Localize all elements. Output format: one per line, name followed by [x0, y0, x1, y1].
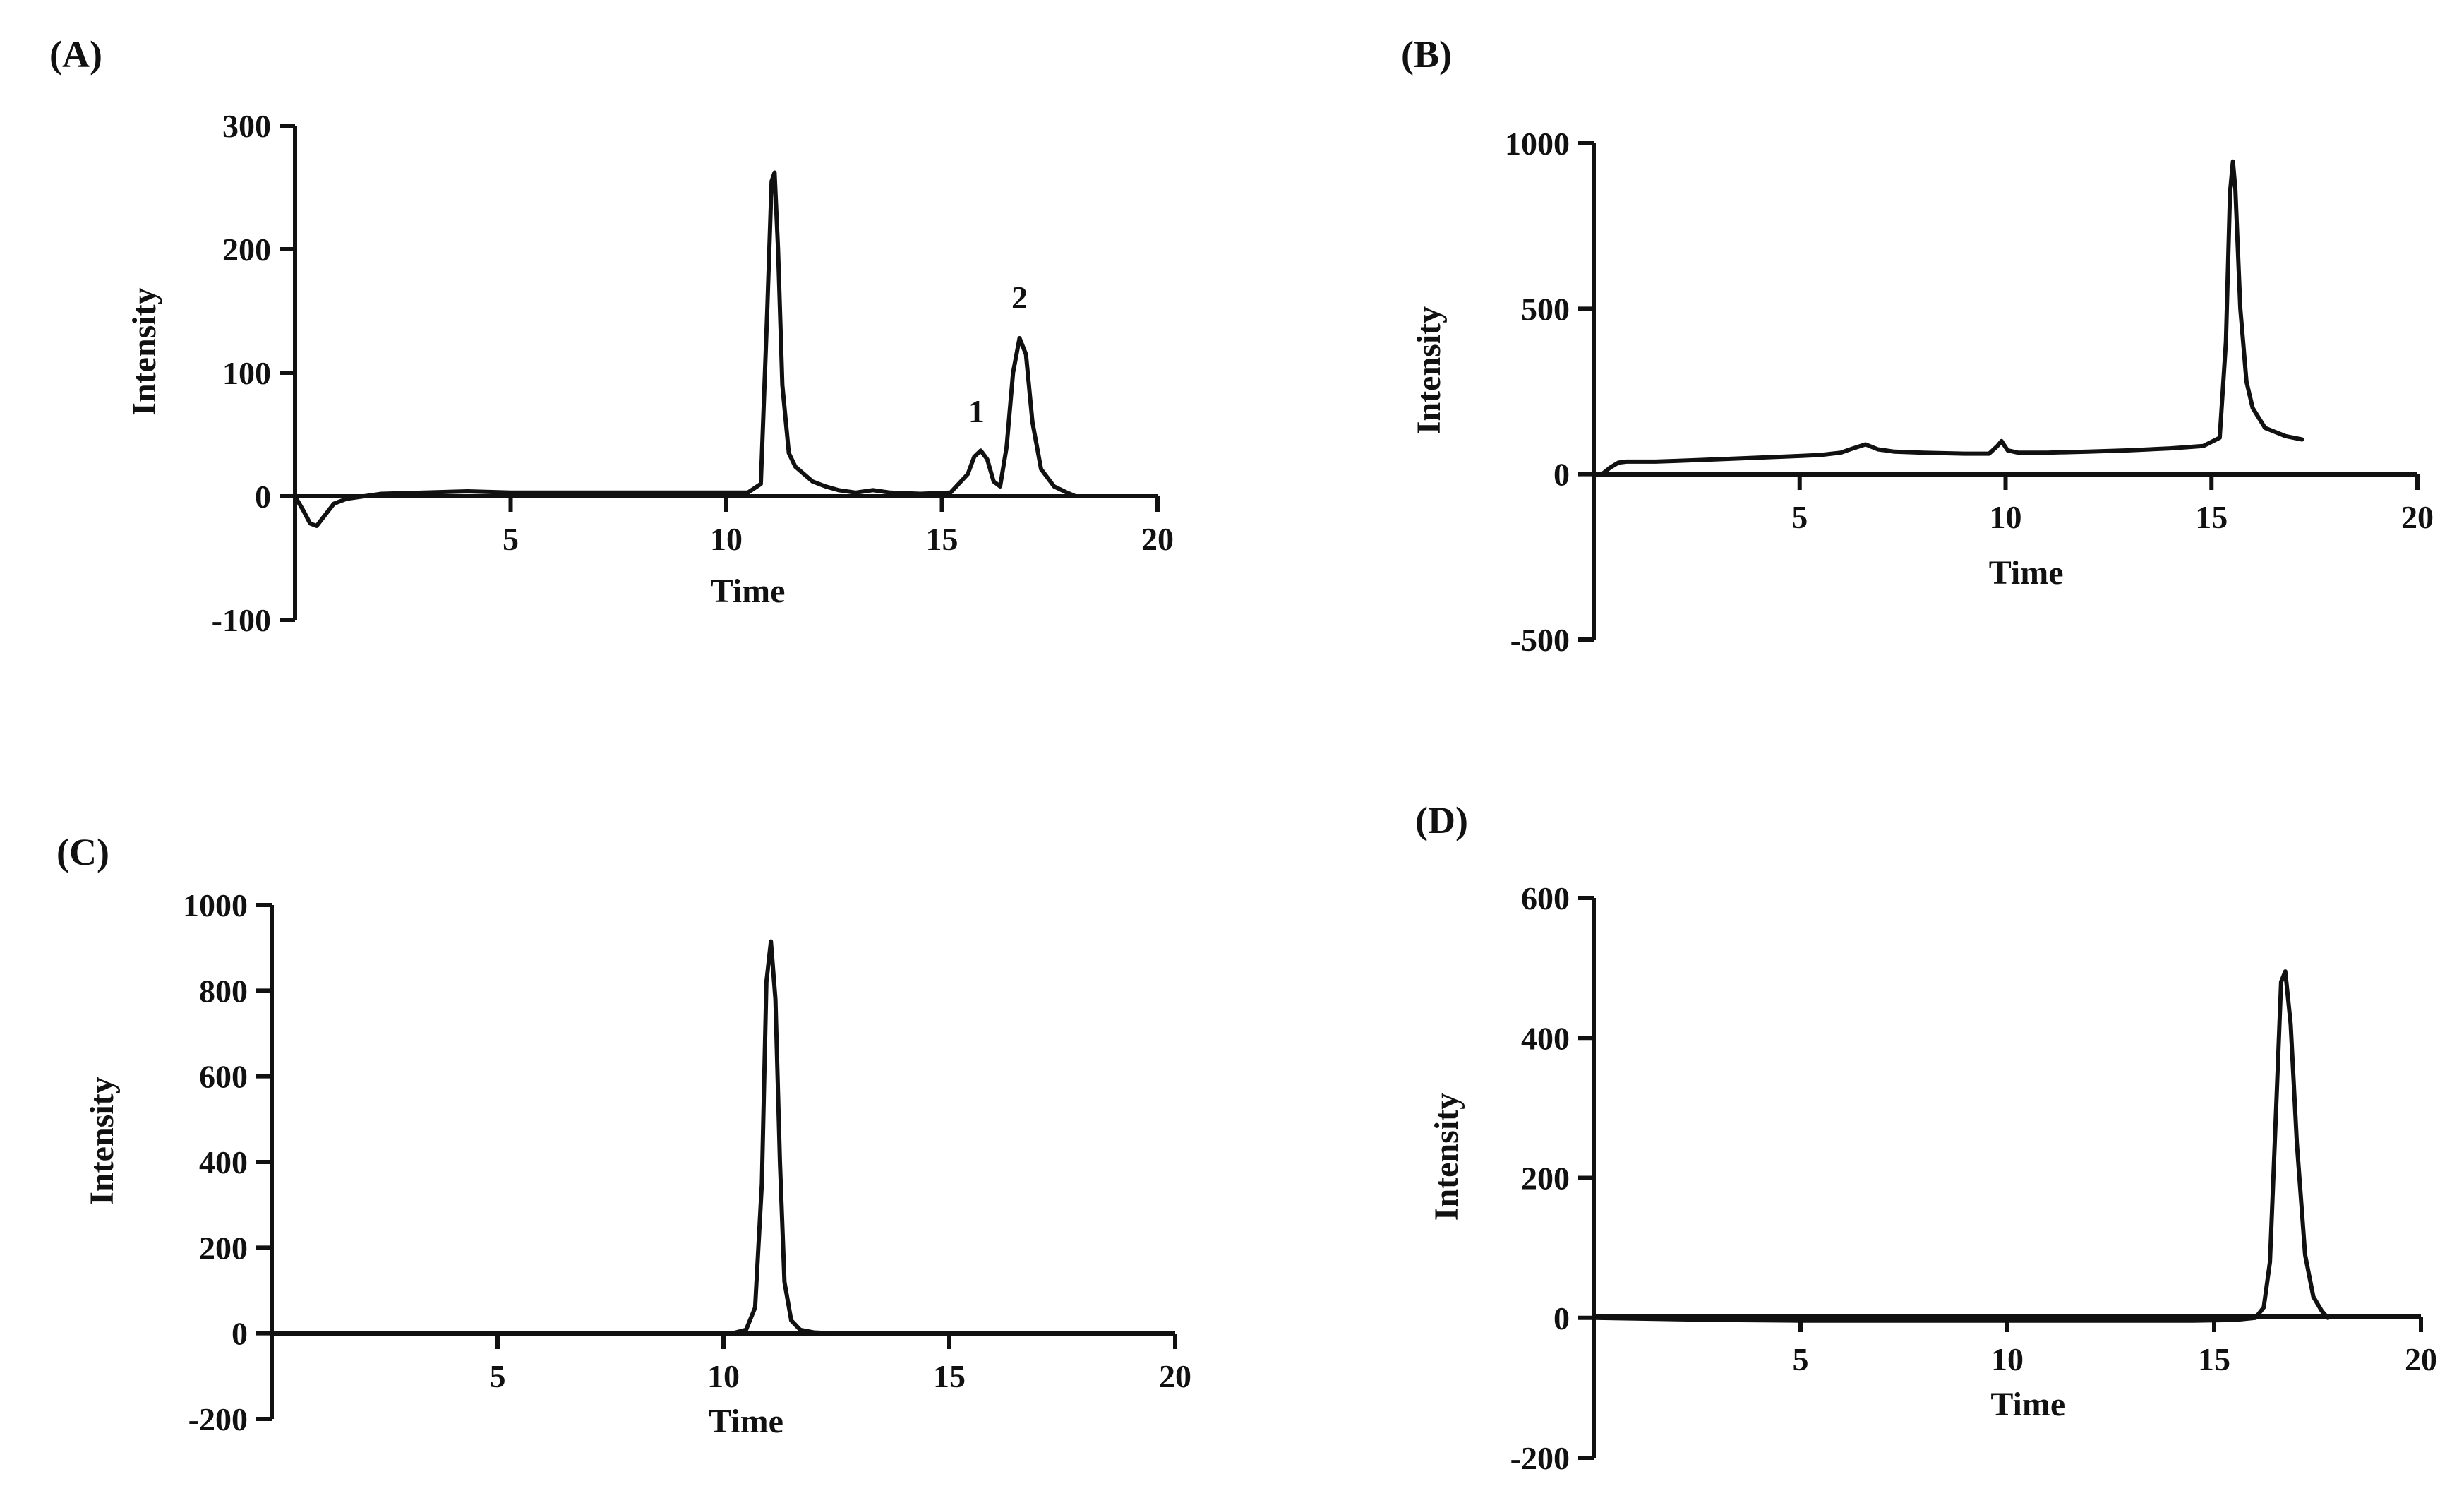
x-tick-label: 10: [707, 1358, 740, 1394]
y-tick-label: 0: [1553, 457, 1570, 493]
x-tick-label: 15: [2195, 499, 2228, 535]
x-tick-label: 20: [2405, 1341, 2437, 1377]
x-tick-label: 5: [1793, 1341, 1809, 1377]
y-tick-label: 200: [222, 232, 271, 268]
y-tick-label: 600: [1521, 880, 1570, 916]
panel-label: (C): [56, 831, 109, 873]
y-tick-label: 400: [199, 1144, 248, 1180]
chromatogram-trace: [1592, 969, 2331, 1323]
y-tick-label: 200: [199, 1230, 248, 1266]
y-tick-label: -200: [188, 1401, 248, 1437]
panel-d: (D) -200 0 200 400 600 5 10 15 20 Time Intensity: [1415, 799, 2437, 1476]
x-tick-label: 20: [2401, 499, 2434, 535]
y-tick-label: 0: [1553, 1300, 1570, 1336]
panel-label: (D): [1415, 799, 1468, 841]
x-tick-label: 5: [503, 521, 519, 557]
panel-b: (B) -500 0 500 1000 5 10 15 20 Time Intensity: [1401, 33, 2434, 658]
x-axis-title: Time: [711, 573, 786, 610]
y-tick-label: 0: [232, 1316, 248, 1352]
y-tick-label: 400: [1521, 1020, 1570, 1056]
y-tick-label: 1000: [183, 887, 248, 923]
x-tick-label: 10: [710, 521, 743, 557]
x-tick-label: 20: [1159, 1358, 1191, 1394]
x-axis-title: Time: [709, 1403, 783, 1440]
y-tick-label: 1000: [1505, 126, 1570, 162]
y-tick-label: -200: [1510, 1440, 1570, 1476]
chromatogram-trace: [293, 170, 1078, 528]
y-tick-label: -100: [212, 602, 271, 638]
panel-a: (A) -100 0 100 200 300 5 10 15 20 Time Intensity 1 2: [49, 33, 1174, 638]
x-tick-label: 10: [1990, 499, 2022, 535]
panel-label: (B): [1401, 33, 1452, 76]
chromatogram-trace: [1599, 159, 2304, 477]
y-tick-label: 0: [255, 479, 271, 515]
panel-label: (A): [49, 33, 102, 76]
y-axis-title: Intensity: [1410, 306, 1448, 434]
y-tick-label: 200: [1521, 1161, 1570, 1197]
x-tick-label: 5: [490, 1358, 506, 1394]
x-tick-label: 10: [1991, 1341, 2024, 1377]
peak-annotation: 2: [1011, 280, 1028, 316]
y-tick-label: -500: [1510, 622, 1570, 658]
y-axis-title: Intensity: [1428, 1093, 1465, 1221]
x-tick-label: 15: [926, 521, 958, 557]
y-tick-label: 500: [1521, 291, 1570, 327]
y-axis-title: Intensity: [83, 1077, 121, 1204]
panel-c: (C) -200 0 200 400 600 800 1000 5 10 15 20 Time Inten…: [56, 831, 1191, 1440]
x-tick-label: 20: [1141, 521, 1174, 557]
chromatogram-trace: [270, 939, 834, 1336]
y-tick-label: 100: [222, 355, 271, 391]
y-tick-label: 600: [199, 1059, 248, 1095]
x-tick-label: 15: [933, 1358, 966, 1394]
x-tick-label: 15: [2198, 1341, 2230, 1377]
peak-annotation: 1: [968, 393, 985, 429]
x-axis-title: Time: [1989, 554, 2064, 592]
x-tick-label: 5: [1791, 499, 1808, 535]
x-axis-title: Time: [1990, 1386, 2065, 1423]
y-axis-title: Intensity: [126, 287, 163, 415]
y-tick-label: 300: [222, 108, 271, 144]
y-tick-label: 800: [199, 973, 248, 1009]
